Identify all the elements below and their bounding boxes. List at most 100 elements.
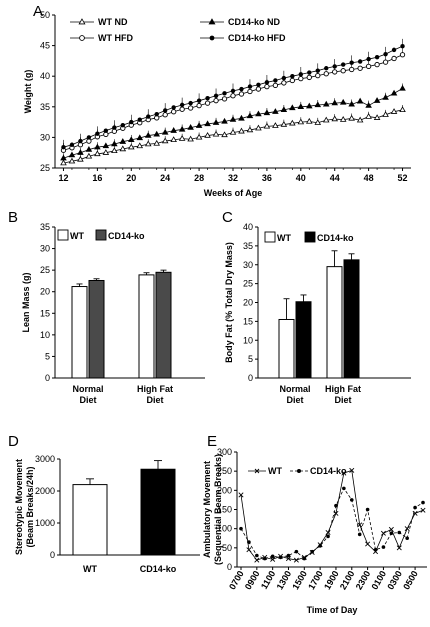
data-point bbox=[179, 102, 185, 108]
data-point bbox=[281, 80, 287, 86]
bar bbox=[295, 301, 312, 379]
data-point bbox=[144, 140, 152, 147]
data-point bbox=[388, 526, 394, 532]
data-point bbox=[221, 117, 228, 124]
x-tick-label: 0900 bbox=[243, 569, 262, 591]
x-tick-label: 2300 bbox=[354, 569, 373, 591]
x-tick-label: 44 bbox=[330, 173, 340, 183]
data-point bbox=[349, 66, 355, 73]
data-point bbox=[280, 120, 288, 127]
y-tick-label: 20 bbox=[40, 287, 50, 297]
data-point bbox=[286, 553, 291, 558]
y-tick-label: 20 bbox=[243, 298, 253, 308]
data-point bbox=[383, 51, 388, 57]
data-point bbox=[255, 86, 262, 92]
data-point bbox=[348, 114, 355, 121]
data-point bbox=[272, 108, 279, 114]
legend-label: CD14-ko HFD bbox=[228, 33, 286, 43]
legend-label: CD14-ko bbox=[310, 466, 347, 476]
data-point bbox=[382, 59, 389, 65]
y-tick-label: 10 bbox=[243, 335, 253, 345]
data-point bbox=[154, 111, 159, 117]
data-point bbox=[270, 556, 276, 562]
data-point bbox=[205, 96, 210, 101]
data-point bbox=[382, 111, 389, 117]
data-point bbox=[170, 127, 177, 133]
y-tick-label: 5 bbox=[248, 354, 253, 364]
data-point bbox=[264, 80, 270, 85]
x-tick-label: 52 bbox=[398, 173, 408, 183]
data-point bbox=[255, 124, 262, 131]
data-point bbox=[112, 125, 117, 130]
data-point bbox=[153, 139, 161, 146]
chart-e-ambulatory-movement: 0 50 100 150 200 250 300 0700090011001300150017… bbox=[202, 447, 427, 615]
data-point bbox=[366, 56, 371, 62]
category-label: High Fat bbox=[137, 384, 173, 394]
data-point bbox=[391, 47, 397, 53]
legend-label: WT bbox=[268, 466, 282, 476]
data-point bbox=[85, 152, 93, 159]
y-tick-label: 15 bbox=[243, 316, 253, 326]
data-point bbox=[306, 74, 312, 81]
data-point bbox=[247, 540, 251, 544]
data-point bbox=[365, 507, 370, 512]
legend-swatch bbox=[304, 231, 316, 243]
legend-label: CD14-ko bbox=[108, 231, 145, 241]
data-point bbox=[270, 554, 275, 559]
data-point bbox=[162, 108, 168, 113]
legend-swatch bbox=[95, 229, 107, 241]
data-point bbox=[340, 68, 346, 74]
data-point bbox=[239, 526, 243, 531]
data-point bbox=[187, 105, 194, 111]
x-tick-label: 12 bbox=[58, 173, 68, 183]
x-tick-label: 2100 bbox=[338, 569, 357, 591]
data-point bbox=[324, 66, 329, 71]
data-point bbox=[374, 55, 380, 60]
data-point bbox=[263, 109, 271, 116]
y-tick-label: 50 bbox=[40, 10, 50, 20]
data-point bbox=[323, 71, 329, 77]
y-tick-label: 35 bbox=[40, 222, 50, 232]
data-point bbox=[187, 124, 194, 130]
data-point bbox=[390, 108, 398, 114]
data-point bbox=[204, 131, 211, 138]
data-point bbox=[262, 556, 267, 561]
y-tick-label: 30 bbox=[40, 244, 50, 254]
bar bbox=[140, 468, 176, 556]
data-point bbox=[238, 91, 245, 97]
data-point bbox=[102, 142, 110, 149]
bar bbox=[326, 266, 343, 379]
data-point bbox=[399, 52, 406, 58]
x-axis-label: Weeks of Age bbox=[204, 188, 263, 198]
data-point bbox=[315, 68, 320, 73]
category-label: WT bbox=[83, 564, 97, 574]
data-point bbox=[255, 110, 262, 117]
data-point bbox=[349, 498, 354, 502]
data-point bbox=[413, 505, 417, 510]
legend-marker bbox=[297, 469, 301, 473]
data-point bbox=[290, 74, 295, 79]
data-point bbox=[380, 530, 386, 536]
data-point bbox=[400, 44, 405, 49]
category-label: Diet bbox=[334, 395, 351, 405]
x-tick-label: 0300 bbox=[385, 569, 404, 591]
data-point bbox=[356, 116, 364, 123]
data-point bbox=[331, 99, 339, 106]
y-tick-label: 35 bbox=[40, 102, 50, 112]
data-point bbox=[230, 93, 236, 99]
data-point bbox=[339, 116, 347, 122]
data-point bbox=[178, 125, 186, 132]
y-axis-label: Stereotypic Movement(Beam Breaks/24h) bbox=[14, 459, 35, 555]
x-axis-label: Time of Day bbox=[307, 605, 358, 615]
chart-c-body-fat: 0 5 10 15 20 25 30 35 40 Body Fat (% Total Dry Ma… bbox=[224, 222, 411, 405]
data-point bbox=[349, 60, 354, 65]
x-tick-label: 1900 bbox=[322, 569, 341, 591]
data-point bbox=[356, 97, 364, 104]
data-point bbox=[289, 104, 296, 111]
category-label: Diet bbox=[79, 395, 96, 405]
y-tick-label: 5 bbox=[45, 351, 50, 361]
data-point bbox=[314, 119, 322, 125]
data-point bbox=[341, 470, 347, 476]
data-point bbox=[196, 98, 202, 103]
